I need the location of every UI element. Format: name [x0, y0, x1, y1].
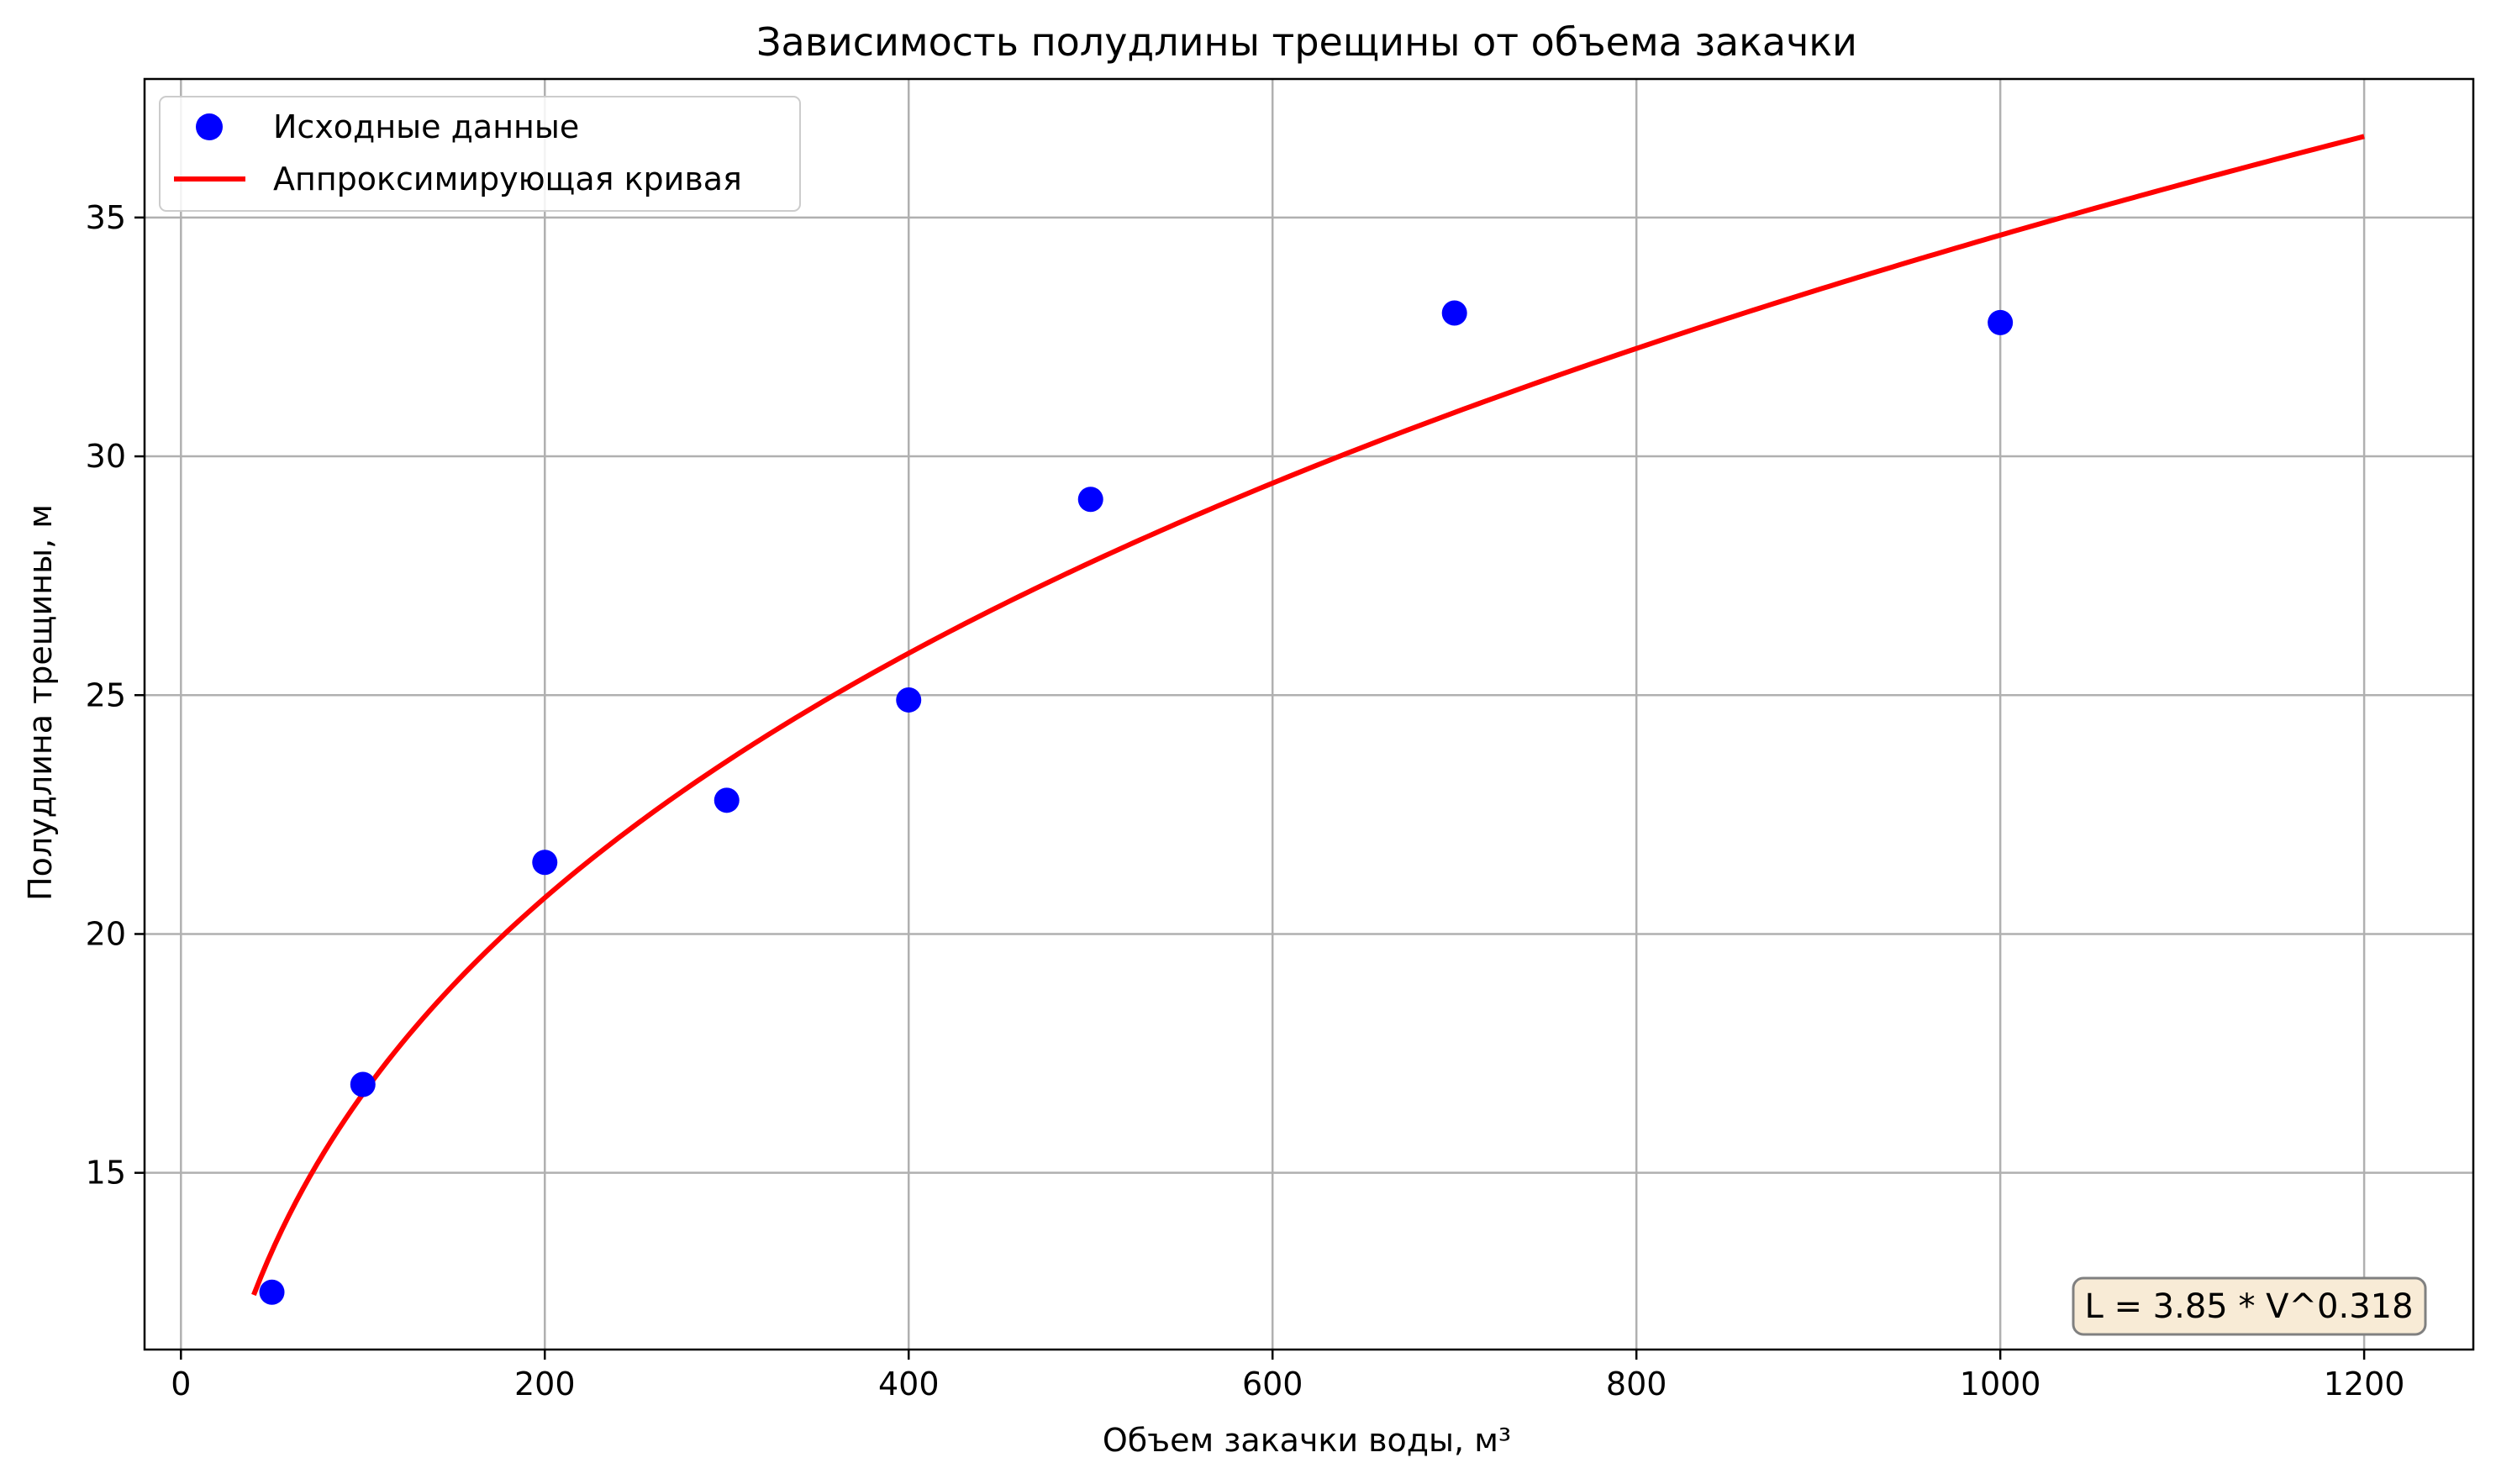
y-tick-label-3: 30 — [86, 438, 126, 475]
data-point-2 — [532, 850, 558, 876]
fit-curve-layer — [251, 134, 2365, 1297]
data-point-3 — [714, 787, 740, 813]
data-point-7 — [1988, 309, 2014, 335]
legend-scatter-label: Исходные данные — [273, 108, 579, 145]
x-tick-label-5: 1000 — [1960, 1366, 2041, 1402]
data-point-0 — [259, 1279, 285, 1305]
fit-curve — [251, 134, 2365, 1297]
legend: Исходные данные Аппроксимирующая кривая — [159, 96, 801, 212]
y-axis-ticks: 15 20 25 30 35 — [86, 199, 145, 1192]
data-points-layer — [259, 300, 2014, 1305]
y-axis-title: Полудлина трещины, м — [22, 504, 59, 901]
grid — [145, 79, 2473, 1350]
y-tick-label-2: 25 — [86, 676, 126, 713]
data-point-6 — [1441, 300, 1467, 326]
x-axis-ticks: 0 200 400 600 800 1000 1200 — [171, 1350, 2404, 1402]
x-axis-title: Объем закачки воды, м³ — [1103, 1422, 1511, 1459]
equation-text: L = 3.85 * V^0.318 — [2084, 1287, 2413, 1326]
y-tick-label-0: 15 — [86, 1155, 126, 1192]
y-tick-label-1: 20 — [86, 915, 126, 952]
x-tick-label-0: 0 — [171, 1366, 191, 1402]
legend-scatter-marker — [196, 113, 223, 140]
data-point-4 — [896, 687, 922, 713]
legend-line-label: Аппроксимирующая кривая — [273, 161, 742, 197]
x-tick-label-4: 800 — [1606, 1366, 1667, 1402]
equation-annotation: L = 3.85 * V^0.318 — [2072, 1276, 2427, 1336]
x-tick-label-1: 200 — [514, 1366, 576, 1402]
plot-area-frame — [143, 77, 2475, 1351]
legend-box — [159, 96, 801, 212]
x-tick-label-3: 600 — [1242, 1366, 1303, 1402]
equation-box — [2072, 1276, 2427, 1336]
chart-title: Зависимость полудлины трещины от объема … — [756, 19, 1857, 65]
y-tick-label-4: 35 — [86, 199, 126, 236]
data-point-5 — [1077, 487, 1103, 513]
x-tick-label-2: 400 — [878, 1366, 940, 1402]
x-tick-label-6: 1200 — [2324, 1366, 2405, 1402]
data-point-1 — [350, 1071, 376, 1097]
